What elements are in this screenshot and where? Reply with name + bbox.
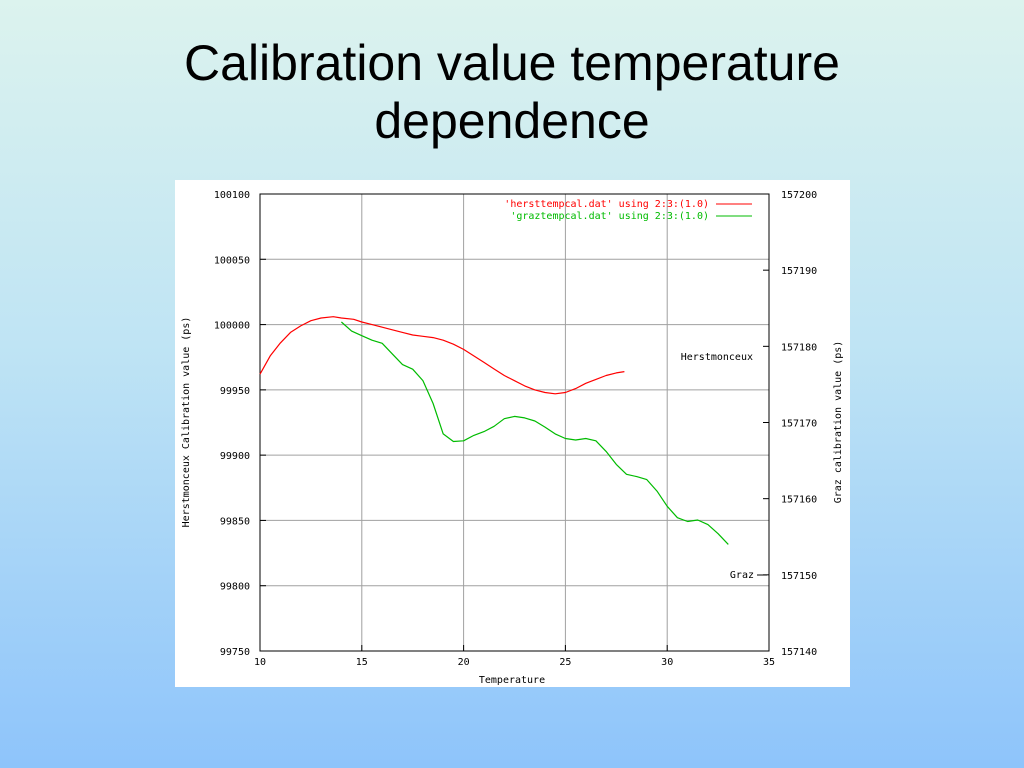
y-tick-label: 99800 (220, 582, 250, 593)
y2-tick-label: 157160 (781, 495, 817, 506)
y-tick-label: 99900 (220, 451, 250, 462)
y-tick-label: 100050 (214, 255, 250, 266)
series-label-graz: Graz (730, 570, 754, 581)
slide-title-line-1: Calibration value temperature (184, 35, 840, 91)
x-tick-label: 35 (763, 657, 775, 668)
x-tick-label: 25 (559, 657, 571, 668)
axis-ticks: 10 15 20 25 30 35 99750 99800 99850 99900 99950 100… (214, 190, 817, 668)
y2-axis-title: Graz calibration value (ps) (833, 341, 844, 504)
y2-tick-label: 157170 (781, 419, 817, 430)
legend-entry-herstmonceux: 'hersttempcal.dat' using 2:3:(1.0) (504, 199, 709, 210)
chart-panel: 10 15 20 25 30 35 99750 99800 99850 99900 99950 100… (175, 180, 850, 687)
series-line-herstmonceux (259, 316, 625, 395)
y2-tick-label: 157140 (781, 647, 817, 658)
y-axis-title: Herstmonceux Calibration value (ps) (181, 317, 192, 528)
slide-title: Calibration value temperature dependence (62, 34, 962, 150)
x-tick-label: 20 (458, 657, 470, 668)
series-line-graz (341, 321, 729, 545)
x-tick-label: 10 (254, 657, 266, 668)
y2-tick-label: 157150 (781, 571, 817, 582)
x-tick-label: 30 (661, 657, 673, 668)
y2-tick-label: 157180 (781, 342, 817, 353)
legend: 'hersttempcal.dat' using 2:3:(1.0) 'graz… (504, 199, 752, 222)
x-axis-title: Temperature (479, 675, 545, 686)
y-tick-label: 100000 (214, 321, 250, 332)
legend-entry-graz: 'graztempcal.dat' using 2:3:(1.0) (510, 211, 709, 222)
chart-svg: 10 15 20 25 30 35 99750 99800 99850 99900 99950 100… (181, 190, 844, 686)
y-tick-label: 100100 (214, 190, 250, 201)
grid-lines (260, 194, 769, 651)
series-label-herstmonceux: Herstmonceux (681, 352, 753, 363)
y-tick-label: 99950 (220, 386, 250, 397)
y2-tick-label: 157190 (781, 266, 817, 277)
plot-frame (259, 193, 770, 652)
series-lines (259, 316, 729, 545)
y-tick-label: 99750 (220, 647, 250, 658)
y2-tick-label: 157200 (781, 190, 817, 201)
x-tick-label: 15 (356, 657, 368, 668)
slide-title-line-2: dependence (374, 93, 650, 149)
y-tick-label: 99850 (220, 516, 250, 527)
